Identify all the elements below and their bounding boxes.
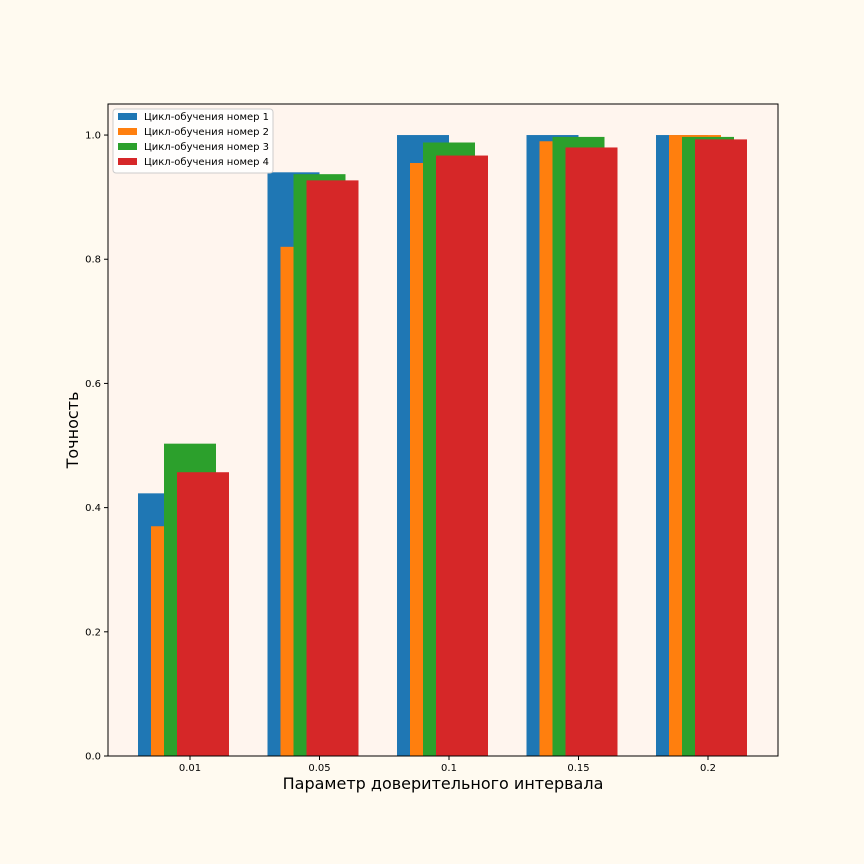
bar-series-4-0.2 [695,139,747,756]
legend-label-2: Цикл-обучения номер 2 [144,127,269,138]
bars-group [138,135,747,757]
y-tick-label: 0.2 [85,627,101,638]
legend-swatch-1 [118,113,137,120]
legend-swatch-2 [118,128,137,135]
legend-swatch-3 [118,143,137,150]
y-axis-ticks: 0.0 0.2 0.4 0.6 0.8 1.0 [85,131,108,763]
axes-frame [107,103,779,757]
bar-series-4-0.15 [565,147,618,756]
x-tick-label: 0.15 [567,763,589,774]
bar-series-4-0.05 [306,180,359,756]
y-axis-label: Точность [63,392,82,470]
legend-box [112,108,274,174]
x-tick-label: 0.1 [441,763,457,774]
legend-label-4: Цикл-обучения номер 4 [144,157,269,168]
y-tick-label: 0.8 [85,255,101,266]
legend: Цикл-обучения номер 1 Цикл-обучения номер… [112,108,274,174]
y-tick-label: 0.6 [85,379,101,390]
x-tick-label: 0.2 [700,763,716,774]
legend-label-1: Цикл-обучения номер 1 [144,112,269,123]
bar-series-4-0.1 [436,155,488,756]
y-tick-label: 0.0 [85,752,101,763]
x-tick-label: 0.05 [308,763,330,774]
y-tick-label: 1.0 [85,131,101,142]
bar-series-4-0.01 [177,472,229,756]
x-axis-label: Параметр доверительного интервала [283,774,604,793]
x-axis-ticks: 0.01 0.05 0.1 0.15 0.2 [179,756,716,774]
x-tick-label: 0.01 [179,763,201,774]
y-tick-label: 0.4 [85,503,101,514]
legend-label-3: Цикл-обучения номер 3 [144,142,269,153]
legend-swatch-4 [118,158,137,165]
